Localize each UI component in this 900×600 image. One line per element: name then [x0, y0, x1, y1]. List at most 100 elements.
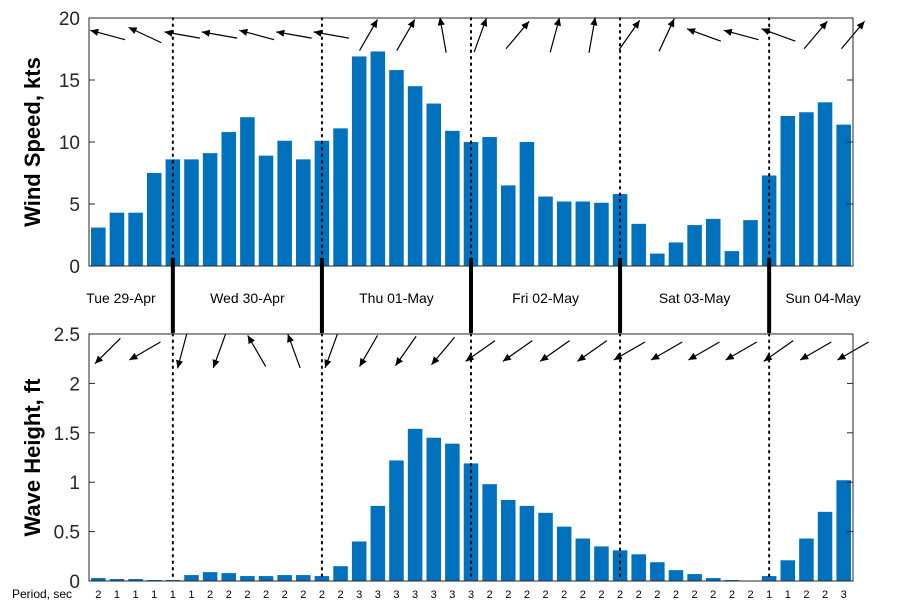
wind-bar	[351, 56, 367, 266]
wave-bar	[761, 576, 777, 581]
wind-arrow-head	[370, 19, 378, 29]
wave-arrow-head	[324, 359, 332, 368]
wind-y-tick-label: 10	[59, 133, 80, 154]
wave-bar	[314, 576, 330, 581]
wind-arrow-head	[553, 17, 561, 27]
wind-arrow-head	[590, 17, 598, 26]
wind-arrow-head	[761, 28, 771, 35]
wind-bar	[445, 130, 460, 266]
wind-direction-arrow	[239, 28, 275, 41]
wave-direction-arrow	[465, 340, 496, 362]
wind-direction-arrow	[658, 18, 675, 52]
wind-direction-arrow	[396, 19, 416, 51]
wind-bar	[463, 142, 479, 266]
wave-arrow-head	[763, 353, 773, 362]
wind-bar	[650, 253, 665, 266]
wind-bar	[501, 185, 516, 266]
wind-arrow-head	[521, 21, 530, 30]
wave-bar	[780, 560, 796, 581]
wave-direction-arrow	[287, 333, 301, 369]
wind-bar	[594, 202, 609, 266]
period-label: 2	[542, 589, 548, 600]
wind-bar	[407, 86, 423, 266]
wave-bar	[128, 579, 143, 581]
wave-arrow-head	[651, 352, 660, 360]
wave-direction-arrow	[358, 335, 379, 367]
wind-direction-arrow	[686, 28, 722, 42]
period-label: 3	[375, 589, 381, 600]
wave-arrow-head	[688, 352, 698, 360]
day-label-sun: Sun 04-May	[785, 290, 860, 306]
wind-arrow-head	[164, 29, 173, 37]
wave-arrow-head	[577, 353, 586, 362]
wave-bar	[184, 575, 199, 581]
wave-direction-arrow	[247, 335, 267, 367]
wind-bar	[780, 115, 796, 267]
wave-direction-arrow	[176, 333, 188, 369]
period-label: 1	[785, 589, 791, 600]
period-label: 2	[822, 589, 828, 600]
wave-bar	[351, 541, 367, 581]
wind-bar	[612, 194, 628, 266]
wave-direction-arrow	[129, 341, 161, 361]
period-label: 3	[393, 589, 399, 600]
wave-bar	[817, 511, 833, 581]
wind-bar	[240, 117, 255, 266]
wind-bar	[202, 153, 218, 266]
wave-arrow-head	[359, 357, 367, 367]
wind-direction-arrow	[313, 29, 350, 39]
wind-arrow-head	[667, 18, 675, 28]
period-label: 2	[487, 589, 493, 600]
wind-bar	[109, 212, 125, 266]
wave-arrow-head	[247, 335, 255, 345]
wind-bar	[91, 227, 106, 266]
day-strip-dividers	[170, 258, 772, 333]
wind-arrow-head	[819, 21, 828, 30]
wave-direction-arrow	[688, 341, 720, 361]
wave-bar	[501, 499, 516, 581]
wind-direction-arrow	[761, 28, 796, 42]
period-label: 2	[95, 589, 101, 600]
wave-arrow-head	[725, 352, 735, 360]
wind-y-axis: 0 5 10 15 20	[59, 9, 853, 278]
wave-arrow-head	[837, 352, 847, 360]
period-label: 3	[468, 589, 474, 600]
wave-bar	[575, 538, 591, 581]
wind-direction-arrow	[505, 20, 530, 50]
wind-direction-arrow	[276, 29, 312, 39]
wind-arrow-head	[201, 29, 211, 37]
wind-direction-arrows	[90, 17, 866, 53]
wave-arrow-head	[129, 352, 139, 360]
wave-arrow-head	[431, 356, 440, 365]
wind-y-tick-label: 5	[69, 195, 80, 216]
wave-bar	[370, 505, 386, 581]
wind-direction-arrow	[618, 19, 641, 51]
wind-direction-arrow	[201, 29, 238, 39]
period-label: 2	[282, 589, 288, 600]
wind-arrow-head	[407, 19, 415, 29]
wave-direction-arrow	[431, 336, 456, 366]
wind-bar	[426, 103, 441, 266]
wind-arrow-head	[687, 28, 696, 35]
wave-bar	[482, 484, 497, 581]
wind-arrow-head	[632, 20, 640, 29]
period-label: 1	[766, 589, 772, 600]
wind-bar	[389, 70, 404, 266]
period-label: 2	[636, 589, 642, 600]
wave-bar	[258, 576, 274, 581]
wave-arrow-head	[212, 359, 220, 368]
wind-arrow-head	[480, 18, 488, 27]
wind-direction-arrow	[358, 19, 379, 51]
wave-y-tick-label: 2	[69, 374, 80, 395]
period-label: 3	[356, 589, 362, 600]
period-label: 2	[244, 589, 250, 600]
period-label: 3	[412, 589, 418, 600]
wind-bar	[538, 196, 553, 266]
wave-bar	[594, 546, 609, 581]
wind-arrow-head	[90, 28, 99, 36]
wind-bar	[184, 159, 199, 266]
wind-bar	[221, 132, 237, 266]
wave-direction-arrow	[394, 335, 417, 367]
